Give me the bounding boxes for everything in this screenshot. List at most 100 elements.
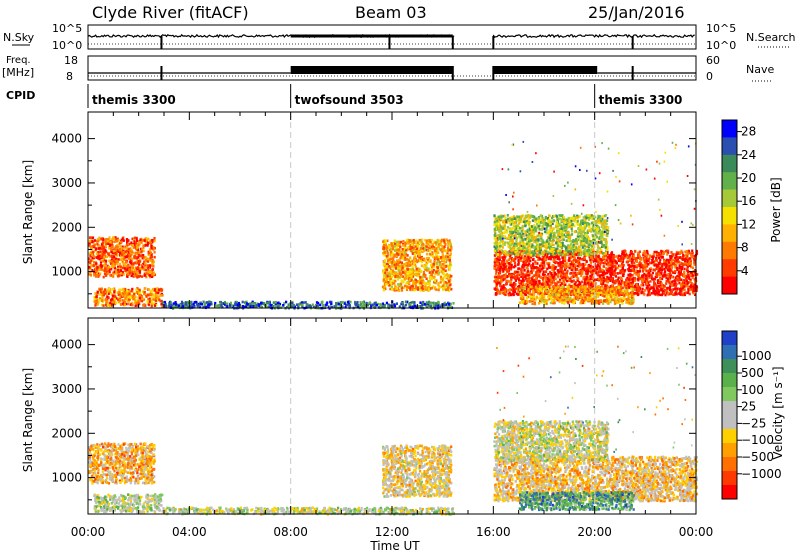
scatter-cell: [693, 263, 696, 266]
scatter-cell: [551, 275, 554, 279]
scatter-cell: [649, 269, 652, 272]
scatter-cell: [612, 260, 615, 263]
cpid-row: themis 3300 twofsound 3503 themis 3300: [87, 84, 682, 108]
scatter-cell: [652, 268, 655, 271]
scatter-cell: [325, 303, 328, 306]
scatter-cell: [122, 299, 126, 303]
scatter-cell: [629, 269, 632, 272]
scatter-cell: [553, 271, 557, 275]
scatter-cell: [561, 270, 564, 273]
scatter-cell: [446, 255, 449, 259]
scatter-cell: [603, 256, 606, 260]
scatter-cell: [525, 263, 528, 267]
scatter-cell: [695, 285, 698, 288]
scatter-cell: [424, 268, 427, 271]
scatter-cell: [117, 250, 120, 253]
scatter-cell: [433, 240, 436, 244]
scatter-cell: [260, 301, 263, 305]
scatter-cell: [152, 248, 155, 251]
scatter-cell: [434, 302, 437, 305]
scatter-cell: [559, 272, 562, 276]
scatter-cell: [660, 282, 663, 286]
scatter-cell: [420, 238, 423, 242]
scatter-cell: [569, 272, 572, 275]
scatter-cell: [413, 253, 416, 256]
scatter-cell: [688, 264, 691, 267]
scatter-cell: [529, 270, 532, 273]
scatter-cell: [498, 256, 501, 259]
scatter-cell: [109, 240, 112, 244]
scatter-cell: [410, 270, 413, 274]
scatter-cell: [542, 280, 545, 284]
scatter-cell: [403, 256, 407, 260]
scatter-cell: [634, 292, 637, 295]
scatter-cell: [440, 265, 443, 269]
scatter-cell: [504, 273, 507, 276]
scatter-cell: [156, 295, 159, 298]
scatter-cell: [317, 301, 320, 305]
scatter-cell: [147, 251, 150, 255]
scatter-cell: [628, 276, 631, 279]
scatter-cell: [388, 245, 391, 248]
scatter-cell: [644, 289, 647, 292]
scatter-cell: [101, 300, 104, 304]
scatter-cell: [653, 250, 656, 254]
scatter-cell: [623, 249, 626, 253]
scatter-cell: [506, 259, 509, 263]
scatter-cell: [672, 283, 675, 286]
scatter-cell: [641, 283, 645, 287]
nsearch-label: N.Search: [746, 31, 796, 44]
scatter-cell: [107, 253, 110, 256]
scatter-cell: [406, 275, 409, 279]
scatter-cell: [327, 305, 330, 309]
scatter-cell: [423, 265, 426, 269]
scatter-cell: [137, 266, 140, 269]
scatter-cell: [386, 271, 389, 275]
scatter-cell: [127, 239, 130, 242]
scatter-cell: [149, 240, 153, 243]
scatter-cell: [674, 284, 677, 288]
scatter-cell: [119, 295, 122, 299]
scatter-cell: [104, 238, 107, 241]
scatter-cell: [102, 304, 105, 307]
scatter-cell: [411, 284, 415, 287]
scatter-cell: [537, 256, 540, 260]
scatter-cell: [513, 275, 516, 279]
scatter-cell: [623, 255, 626, 259]
scatter-cell: [575, 284, 578, 288]
scatter-cell: [388, 304, 391, 307]
scatter-cell: [93, 261, 96, 264]
scatter-cell: [96, 274, 99, 277]
scatter-cell: [499, 250, 502, 254]
scatter-cell: [382, 271, 385, 274]
scatter-cell: [153, 237, 156, 240]
scatter-cell: [204, 303, 207, 307]
scatter-cell: [245, 305, 248, 308]
scatter-cell: [676, 257, 679, 261]
scatter-cell: [95, 300, 98, 304]
scatter-cell: [436, 272, 439, 276]
scatter-cell: [561, 260, 565, 263]
scatter-cell: [102, 249, 105, 252]
scatter-cell: [593, 257, 596, 261]
scatter-cell: [589, 284, 592, 288]
scatter-cell: [134, 272, 137, 276]
scatter-cell: [117, 269, 120, 272]
scatter-cell: [110, 262, 113, 265]
scatter-cell: [430, 263, 433, 267]
scatter-cell: [106, 268, 109, 271]
scatter-cell: [440, 270, 443, 273]
scatter-cell: [522, 260, 525, 264]
scatter-cell: [683, 275, 686, 278]
scatter-cell: [503, 255, 506, 259]
scatter-cell: [392, 262, 395, 265]
scatter-cell: [405, 241, 408, 244]
scatter-cell: [416, 241, 419, 244]
scatter-cell: [415, 247, 418, 250]
scatter-cell: [402, 286, 405, 290]
scatter-cell: [138, 260, 141, 263]
scatter-cell: [589, 274, 592, 278]
scatter-cell: [647, 281, 650, 284]
scatter-cell: [500, 251, 503, 254]
scatter-cell: [383, 247, 386, 250]
